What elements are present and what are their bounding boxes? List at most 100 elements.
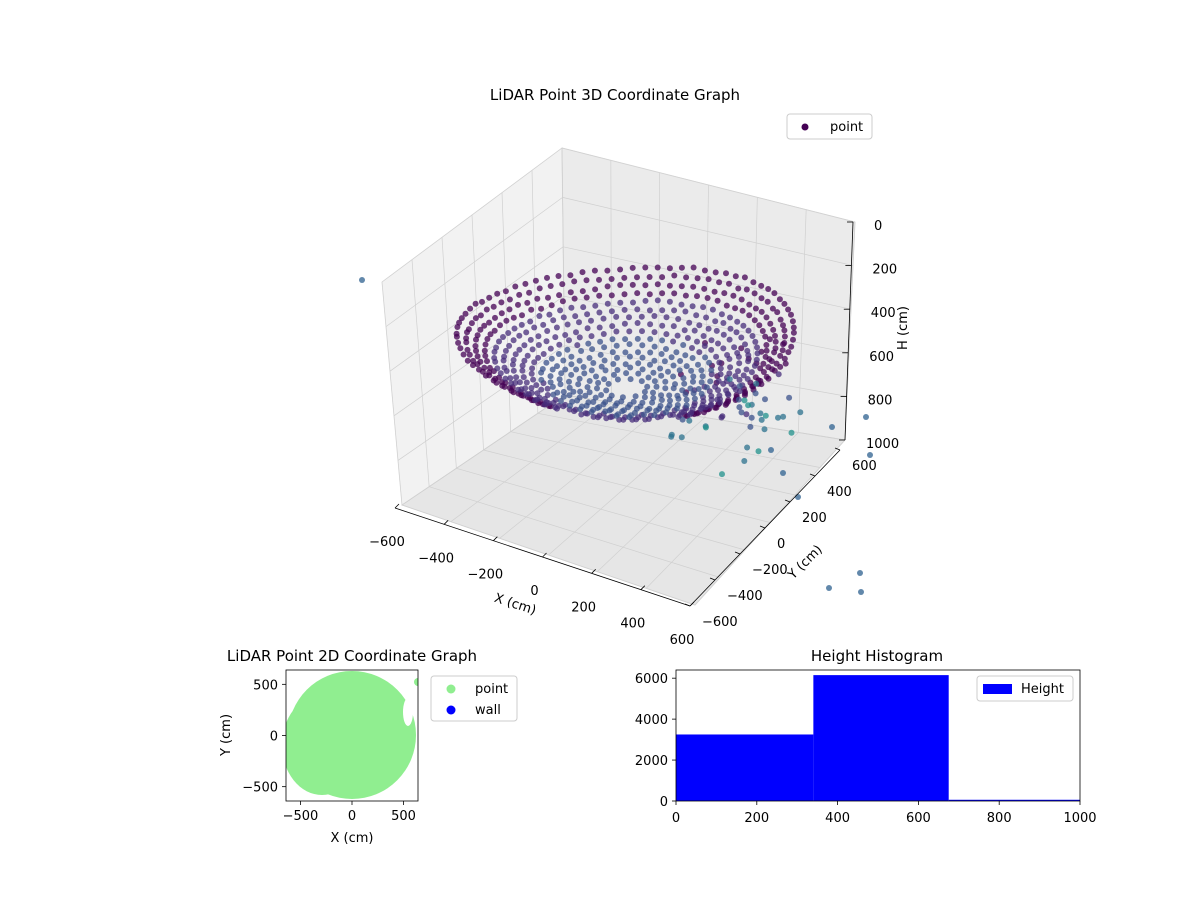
data-point-3d: [727, 314, 733, 321]
data-point-3d: [538, 376, 545, 383]
data-point-3d: [647, 361, 653, 368]
data-point-3d: [474, 353, 481, 360]
chart-histogram: Height Histogram 0 200 400 600 800 1000 0 2000 4…: [635, 647, 1097, 826]
data-point-3d: [562, 332, 569, 338]
data-point-3d: [509, 361, 516, 368]
grid-line-y: [456, 467, 746, 551]
data-point-3d: [686, 417, 693, 424]
data-point-3d: [528, 370, 535, 377]
data-point-3d: [568, 304, 575, 311]
data-point-3d: [751, 362, 758, 369]
y-axis-label-2d: Y (cm): [219, 714, 234, 757]
legend-point-label: point: [475, 682, 508, 697]
histogram-x-tick-label: 1000: [1063, 811, 1096, 826]
data-point-3d: [598, 392, 605, 398]
data-point-3d: [732, 373, 739, 380]
data-point-3d: [781, 340, 788, 346]
data-point-3d: [472, 300, 479, 307]
data-point-3d: [732, 273, 739, 280]
data-point-3d: [745, 402, 752, 409]
data-point-3d: [683, 396, 690, 403]
data-point-3d: [555, 273, 562, 279]
data-point-3d: [689, 355, 696, 361]
data-point-3d: [605, 380, 612, 387]
data-point-3d: [723, 270, 729, 277]
data-point-3d: [510, 337, 517, 344]
data-point-3d: [498, 299, 505, 306]
data-point-3d: [497, 322, 503, 329]
data-point-3d: [468, 320, 475, 327]
x-tick-label-3d: −600: [369, 535, 405, 550]
data-point-3d: [690, 378, 696, 385]
data-point-3d: [698, 379, 705, 386]
data-point-3d: [479, 298, 485, 305]
data-point-3d: [462, 310, 469, 317]
data-point-3d: [560, 393, 567, 400]
data-point-3d: [678, 434, 685, 441]
data-point-3d: [630, 299, 636, 306]
data-point-3d: [486, 369, 493, 376]
data-point-3d: [539, 366, 546, 372]
data-point-3d: [617, 266, 624, 273]
data-point-3d: [712, 269, 719, 276]
data-point-3d: [767, 320, 774, 327]
data-point-3d: [744, 376, 751, 382]
data-point-3d: [547, 283, 554, 289]
data-point-3d: [758, 416, 765, 423]
data-point-3d: [758, 295, 765, 302]
data-point-3d: [457, 345, 464, 352]
histogram-x-tick-label: 200: [744, 811, 769, 826]
data-point-3d: [634, 306, 641, 313]
data-point-3d: [558, 370, 565, 377]
outlier-point-3d: [795, 494, 801, 500]
grid-line-z: [563, 295, 850, 354]
data-point-3d: [703, 384, 710, 391]
y-axis-label-3d: Y (cm): [785, 542, 826, 583]
data-point-3d: [535, 354, 542, 361]
data-point-3d: [522, 280, 529, 287]
data-point-3d: [727, 325, 734, 332]
data-point-3d: [602, 367, 609, 374]
data-point-3d: [736, 360, 743, 367]
data-point-3d: [678, 301, 685, 308]
data-point-3d: [518, 321, 525, 328]
x-axis-label-2d: X (cm): [331, 831, 374, 846]
data-point-3d: [763, 347, 770, 354]
data-point-3d: [640, 411, 647, 418]
data-point-3d: [510, 357, 517, 363]
data-point-3d: [583, 294, 590, 301]
data-point-3d: [484, 358, 490, 365]
data-point-3d: [584, 325, 591, 332]
outlier-point-3d: [829, 424, 835, 430]
data-point-3d: [528, 390, 535, 396]
scan-gap: [403, 698, 413, 726]
data-point-3d: [557, 381, 564, 388]
data-point-3d: [711, 288, 718, 295]
data-point-3d: [658, 397, 665, 403]
x-tick-label-3d: 600: [670, 633, 695, 648]
data-point-3d: [742, 341, 748, 348]
data-point-3d: [481, 322, 488, 329]
y-tick-label-3d: −400: [727, 589, 763, 604]
data-point-3d: [774, 309, 781, 316]
data-point-3d: [604, 283, 611, 290]
data-point-3d: [776, 296, 783, 303]
data-point-3d: [559, 298, 566, 305]
data-point-3d: [762, 333, 769, 340]
data-point-3d: [730, 292, 737, 299]
data-point-3d: [681, 327, 688, 334]
data-point-3d: [523, 379, 530, 386]
data-point-3d: [695, 386, 702, 392]
data-point-3d: [765, 364, 772, 371]
z-axis-line: [844, 221, 854, 441]
data-point-3d: [592, 302, 599, 309]
data-point-3d: [516, 379, 523, 386]
data-point-3d: [654, 264, 661, 271]
data-point-3d: [671, 290, 678, 297]
data-point-3d: [639, 328, 645, 335]
data-point-3d: [738, 409, 745, 416]
data-point-3d: [712, 318, 719, 325]
data-point-3d: [752, 390, 759, 397]
plot-area-2d: [286, 670, 418, 801]
data-point-3d: [681, 380, 688, 387]
